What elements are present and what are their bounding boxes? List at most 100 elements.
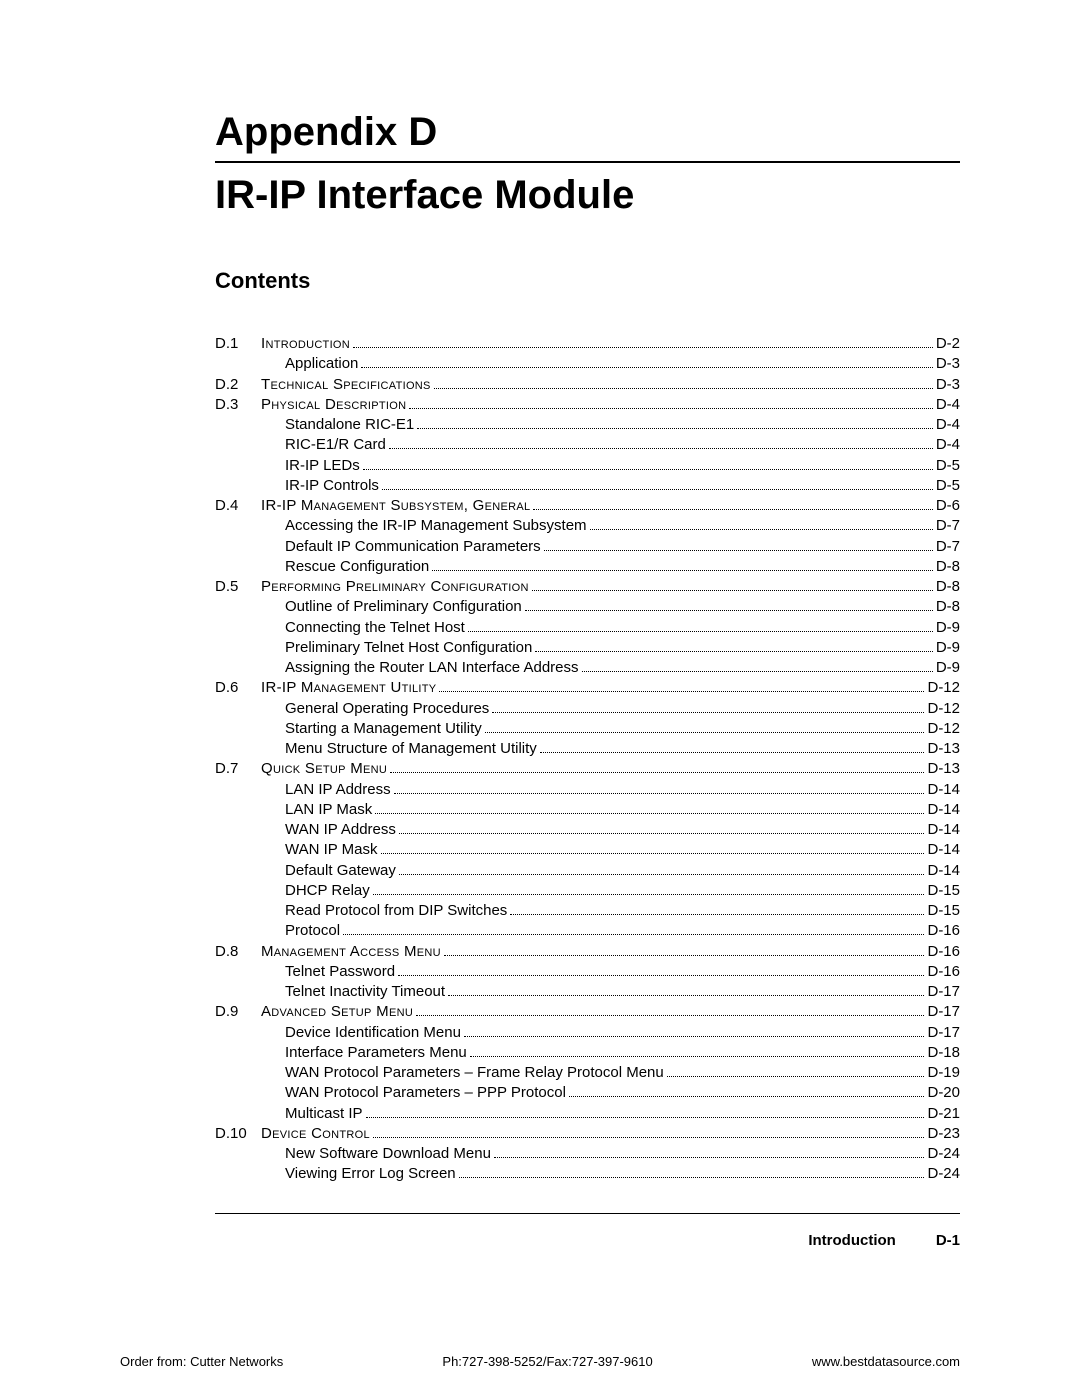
toc-leader-dots: [544, 537, 933, 551]
toc-entry-title: Menu Structure of Management Utility: [285, 739, 537, 759]
toc-subsection-row: Device Identification MenuD-17: [215, 1023, 960, 1043]
toc-entry-page: D-16: [927, 962, 960, 982]
toc-subsection-row: Connecting the Telnet Host D-9: [215, 618, 960, 638]
toc-leader-dots: [373, 1124, 925, 1138]
toc-subsection-row: Default GatewayD-14: [215, 861, 960, 881]
toc-subsection-row: Protocol D-16: [215, 921, 960, 941]
toc-entry-page: D-9: [936, 618, 960, 638]
toc-leader-dots: [667, 1064, 925, 1078]
toc-subsection-row: WAN Protocol Parameters – Frame Relay Pr…: [215, 1063, 960, 1083]
toc-subsection-row: ApplicationD-3: [215, 354, 960, 374]
toc-entry-title: Connecting the Telnet Host: [285, 618, 465, 638]
page-footer-top: Introduction D-1: [215, 1213, 960, 1249]
toc-subsection-row: Telnet Inactivity TimeoutD-17: [215, 982, 960, 1002]
toc-leader-dots: [439, 679, 924, 693]
toc-entry-page: D-24: [927, 1164, 960, 1184]
toc-entry-page: D-15: [927, 881, 960, 901]
toc-leader-dots: [485, 719, 925, 733]
toc-entry-title: Accessing the IR-IP Management Subsystem: [285, 516, 587, 536]
title-block: Appendix D IR-IP Interface Module Conten…: [215, 110, 960, 1249]
toc-leader-dots: [510, 902, 924, 916]
toc-entry-title: Read Protocol from DIP Switches: [285, 901, 507, 921]
toc-section-number: D.6: [215, 678, 261, 698]
toc-leader-dots: [343, 922, 924, 936]
toc-leader-dots: [590, 517, 933, 531]
toc-entry-page: D-7: [936, 537, 960, 557]
toc-entry-page: D-18: [927, 1043, 960, 1063]
toc-subsection-row: New Software Download MenuD-24: [215, 1144, 960, 1164]
toc-entry-page: D-19: [927, 1063, 960, 1083]
toc-leader-dots: [389, 436, 933, 450]
toc-entry-title: Performing Preliminary Configuration: [261, 577, 529, 597]
toc-leader-dots: [434, 375, 933, 389]
toc-entry-page: D-12: [927, 719, 960, 739]
toc-entry-page: D-21: [927, 1104, 960, 1124]
toc-entry-title: LAN IP Mask: [285, 800, 372, 820]
toc-section-row: D.10Device ControlD-23: [215, 1124, 960, 1144]
toc-entry-title: LAN IP Address: [285, 780, 391, 800]
toc-entry-page: D-8: [936, 577, 960, 597]
toc-subsection-row: Accessing the IR-IP Management Subsystem…: [215, 516, 960, 536]
toc-entry-page: D-16: [927, 921, 960, 941]
toc-subsection-row: Outline of Preliminary ConfigurationD-8: [215, 597, 960, 617]
toc-entry-title: DHCP Relay: [285, 881, 370, 901]
toc-leader-dots: [381, 841, 925, 855]
toc-entry-title: Rescue Configuration: [285, 557, 429, 577]
toc-entry-page: D-14: [927, 861, 960, 881]
toc-leader-dots: [470, 1043, 925, 1057]
toc-entry-page: D-7: [936, 516, 960, 536]
toc-leader-dots: [361, 355, 932, 369]
toc-leader-dots: [394, 780, 925, 794]
toc-entry-title: WAN IP Mask: [285, 840, 378, 860]
toc-entry-title: New Software Download Menu: [285, 1144, 491, 1164]
toc-section-number: D.1: [215, 334, 261, 354]
toc-entry-title: Physical Description: [261, 395, 406, 415]
toc-entry-title: IR-IP LEDs: [285, 456, 360, 476]
toc-entry-page: D-4: [936, 435, 960, 455]
toc-entry-page: D-16: [927, 942, 960, 962]
toc-entry-title: RIC-E1/R Card: [285, 435, 386, 455]
toc-entry-title: Protocol: [285, 921, 340, 941]
toc-section-row: D.8Management Access MenuD-16: [215, 942, 960, 962]
toc-leader-dots: [409, 395, 933, 409]
toc-entry-title: Device Control: [261, 1124, 370, 1144]
toc-leader-dots: [525, 598, 933, 612]
toc-leader-dots: [390, 760, 924, 774]
toc-subsection-row: WAN Protocol Parameters – PPP ProtocolD-…: [215, 1083, 960, 1103]
toc-section-row: D.1IntroductionD-2: [215, 334, 960, 354]
toc-entry-page: D-5: [936, 476, 960, 496]
footer-page-number: D-1: [936, 1232, 960, 1249]
toc-section-row: D.5Performing Preliminary ConfigurationD…: [215, 577, 960, 597]
toc-entry-page: D-9: [936, 658, 960, 678]
toc-leader-dots: [353, 335, 933, 349]
toc-entry-title: IR-IP Management Utility: [261, 678, 436, 698]
contents-heading: Contents: [215, 268, 960, 294]
footer-url: www.bestdatasource.com: [812, 1354, 960, 1369]
title-divider: [215, 161, 960, 163]
toc-leader-dots: [399, 821, 925, 835]
toc-leader-dots: [444, 942, 925, 956]
toc-subsection-row: Preliminary Telnet Host ConfigurationD-9: [215, 638, 960, 658]
toc-subsection-row: Read Protocol from DIP SwitchesD-15: [215, 901, 960, 921]
toc-entry-title: Application: [285, 354, 358, 374]
toc-section-row: D.7Quick Setup MenuD-13: [215, 759, 960, 779]
toc-section-number: D.4: [215, 496, 261, 516]
toc-leader-dots: [494, 1145, 925, 1159]
toc-subsection-row: Multicast IPD-21: [215, 1104, 960, 1124]
toc-entry-title: General Operating Procedures: [285, 699, 489, 719]
toc-entry-title: Assigning the Router LAN Interface Addre…: [285, 658, 579, 678]
toc-entry-page: D-13: [927, 759, 960, 779]
toc-subsection-row: Menu Structure of Management UtilityD-13: [215, 739, 960, 759]
toc-entry-page: D-4: [936, 395, 960, 415]
toc-subsection-row: Standalone RIC-E1D-4: [215, 415, 960, 435]
toc-subsection-row: IR-IP LEDsD-5: [215, 456, 960, 476]
toc-entry-title: IR-IP Controls: [285, 476, 379, 496]
toc-subsection-row: Assigning the Router LAN Interface Addre…: [215, 658, 960, 678]
toc-entry-page: D-12: [927, 678, 960, 698]
toc-entry-title: Management Access Menu: [261, 942, 441, 962]
toc-subsection-row: Rescue ConfigurationD-8: [215, 557, 960, 577]
toc-entry-title: Standalone RIC-E1: [285, 415, 414, 435]
table-of-contents: D.1IntroductionD-2ApplicationD-3D.2Techn…: [215, 334, 960, 1185]
toc-section-row: D.2Technical SpecificationsD-3: [215, 375, 960, 395]
toc-section-number: D.7: [215, 759, 261, 779]
